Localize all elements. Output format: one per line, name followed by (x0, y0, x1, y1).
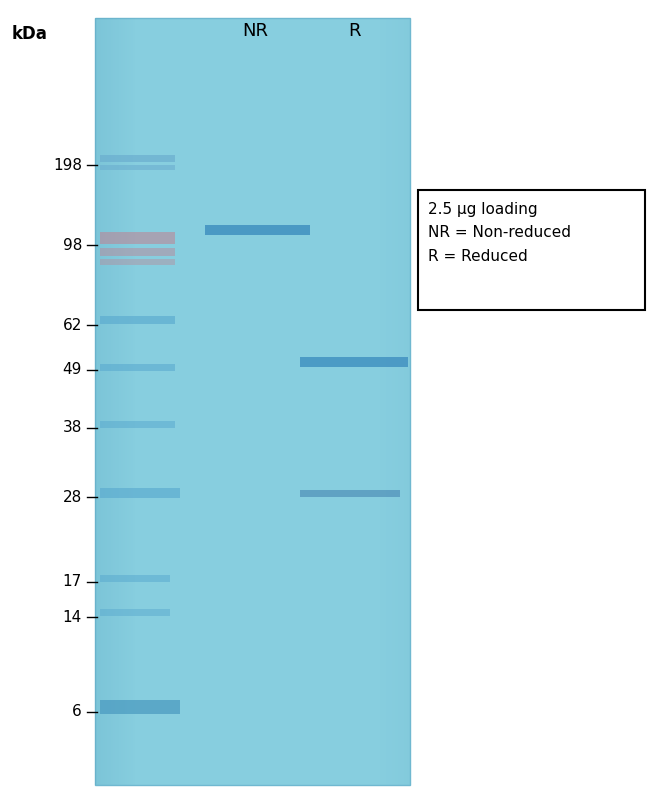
Bar (300, 357, 408, 367)
Bar (401, 18, 404, 785)
Bar (300, 490, 400, 496)
Bar (100, 488, 180, 498)
Bar (100, 259, 175, 265)
Bar (100, 574, 170, 582)
Bar (383, 18, 386, 785)
Bar (95, 18, 97, 785)
Bar (100, 364, 175, 371)
Bar (103, 18, 105, 785)
Bar (127, 18, 129, 785)
Bar (117, 18, 119, 785)
Text: 49: 49 (62, 363, 82, 377)
Bar (398, 18, 401, 785)
Text: 198: 198 (53, 157, 82, 173)
Bar (131, 18, 133, 785)
Bar (389, 18, 392, 785)
Bar (123, 18, 125, 785)
Bar (100, 165, 175, 169)
Text: 38: 38 (62, 420, 82, 435)
Bar (107, 18, 109, 785)
Bar (100, 248, 175, 256)
Bar (129, 18, 131, 785)
Text: 62: 62 (62, 317, 82, 332)
Bar (418, 190, 645, 310)
Bar (205, 225, 310, 235)
Bar (121, 18, 123, 785)
Text: 17: 17 (63, 574, 82, 590)
Bar (100, 609, 170, 615)
Bar (100, 316, 175, 324)
Bar (407, 18, 410, 785)
Bar (392, 18, 395, 785)
Bar (100, 700, 180, 714)
Bar (113, 18, 115, 785)
Bar (386, 18, 389, 785)
Bar (100, 154, 175, 161)
Text: 2.5 μg loading
NR = Non-reduced
R = Reduced: 2.5 μg loading NR = Non-reduced R = Redu… (428, 202, 571, 264)
Bar (111, 18, 113, 785)
Bar (105, 18, 107, 785)
Bar (133, 18, 135, 785)
Bar (97, 18, 99, 785)
Text: kDa: kDa (12, 25, 48, 43)
Bar (95, 18, 410, 785)
Bar (100, 420, 175, 427)
Bar (115, 18, 117, 785)
Bar (395, 18, 398, 785)
Bar (99, 18, 101, 785)
Text: 28: 28 (63, 490, 82, 504)
Bar (119, 18, 121, 785)
Bar (109, 18, 111, 785)
Text: R: R (349, 22, 361, 40)
Bar (101, 18, 103, 785)
Text: NR: NR (242, 22, 268, 40)
Bar (125, 18, 127, 785)
Text: 98: 98 (62, 237, 82, 252)
Text: 6: 6 (72, 705, 82, 720)
Text: 14: 14 (63, 610, 82, 625)
Bar (404, 18, 407, 785)
Bar (100, 232, 175, 244)
Bar (380, 18, 383, 785)
